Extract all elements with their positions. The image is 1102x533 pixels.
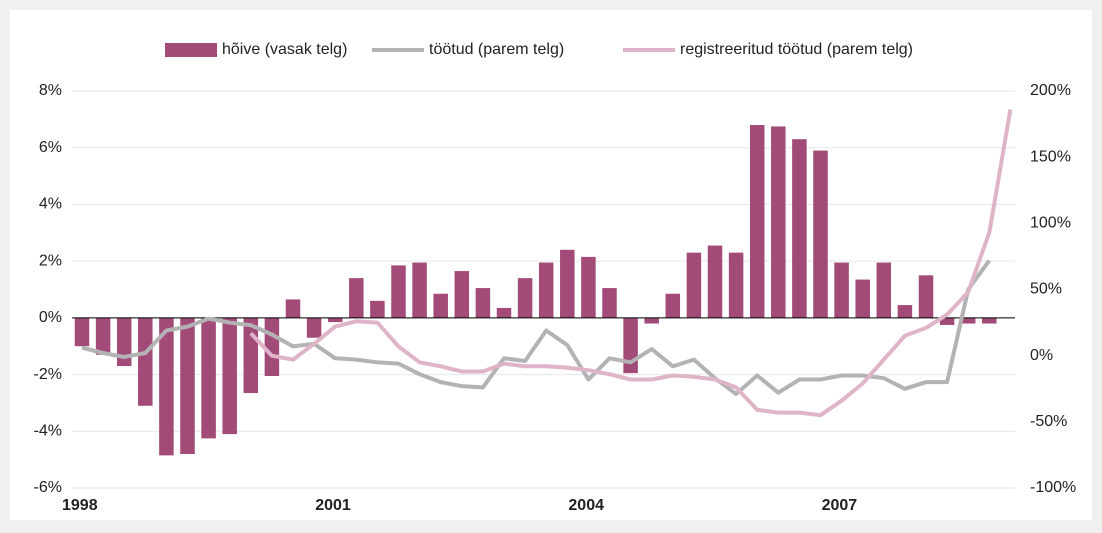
y2-tick-label: 0% [1030,347,1053,364]
bar [581,256,596,318]
bar [876,262,892,318]
bar [855,279,870,318]
y-tick-label: 8% [39,82,62,99]
bar [180,317,195,454]
y2-tick-label: 50% [1030,281,1062,298]
y-tick-label: 6% [39,139,62,156]
bar [707,245,723,318]
bar [517,278,533,318]
line [249,109,1013,418]
y2-tick-label: 200% [1030,82,1071,99]
y2-tick-label: -50% [1030,413,1067,430]
bar [412,262,427,318]
bar [560,249,575,318]
bar [602,288,617,318]
legend-label: hõive (vasak telg) [222,41,347,58]
bar [771,126,786,318]
bar [370,300,385,318]
bar [834,262,849,318]
bar [792,139,807,318]
bar [306,317,322,338]
bar [665,293,681,318]
bar [813,150,828,318]
bar [918,275,934,318]
x-tick-label: 2007 [822,497,858,514]
legend-label: töötud (parem telg) [429,41,564,58]
bar [496,307,512,318]
bar [686,252,702,318]
y-tick-label: 2% [39,252,62,269]
x-tick-label: 2001 [315,497,351,514]
y2-tick-label: 150% [1030,148,1071,165]
bar [74,317,90,347]
y-tick-label: -4% [34,423,62,440]
bar [201,317,216,439]
y-tick-label: 0% [39,309,62,326]
bar [264,317,280,376]
bar [475,288,491,318]
x-tick-label: 1998 [62,497,98,514]
bar [222,317,237,435]
bar [116,317,132,367]
y-tick-label: -2% [34,366,62,383]
bar [95,317,111,355]
legend-swatch [165,43,217,57]
bar [939,317,955,325]
bar [327,317,343,323]
bar [728,252,744,318]
line [81,259,991,396]
bar [138,317,153,406]
x-tick-label: 2004 [568,497,604,514]
y-tick-label: 4% [39,196,62,213]
bar [960,317,976,324]
y2-tick-label: 100% [1030,215,1071,232]
bar [285,299,301,318]
bar [982,317,997,324]
bar [433,293,448,318]
bar [538,262,554,318]
bar [749,125,765,318]
bar [623,317,638,374]
legend-label: registreeritud töötud (parem telg) [680,41,913,58]
bar [349,278,364,318]
y-tick-label: -6% [34,479,62,496]
y2-tick-label: -100% [1030,479,1076,496]
bar [159,317,174,456]
bar [454,271,470,318]
bar [391,265,406,318]
bar [644,317,659,324]
bar [897,305,913,318]
